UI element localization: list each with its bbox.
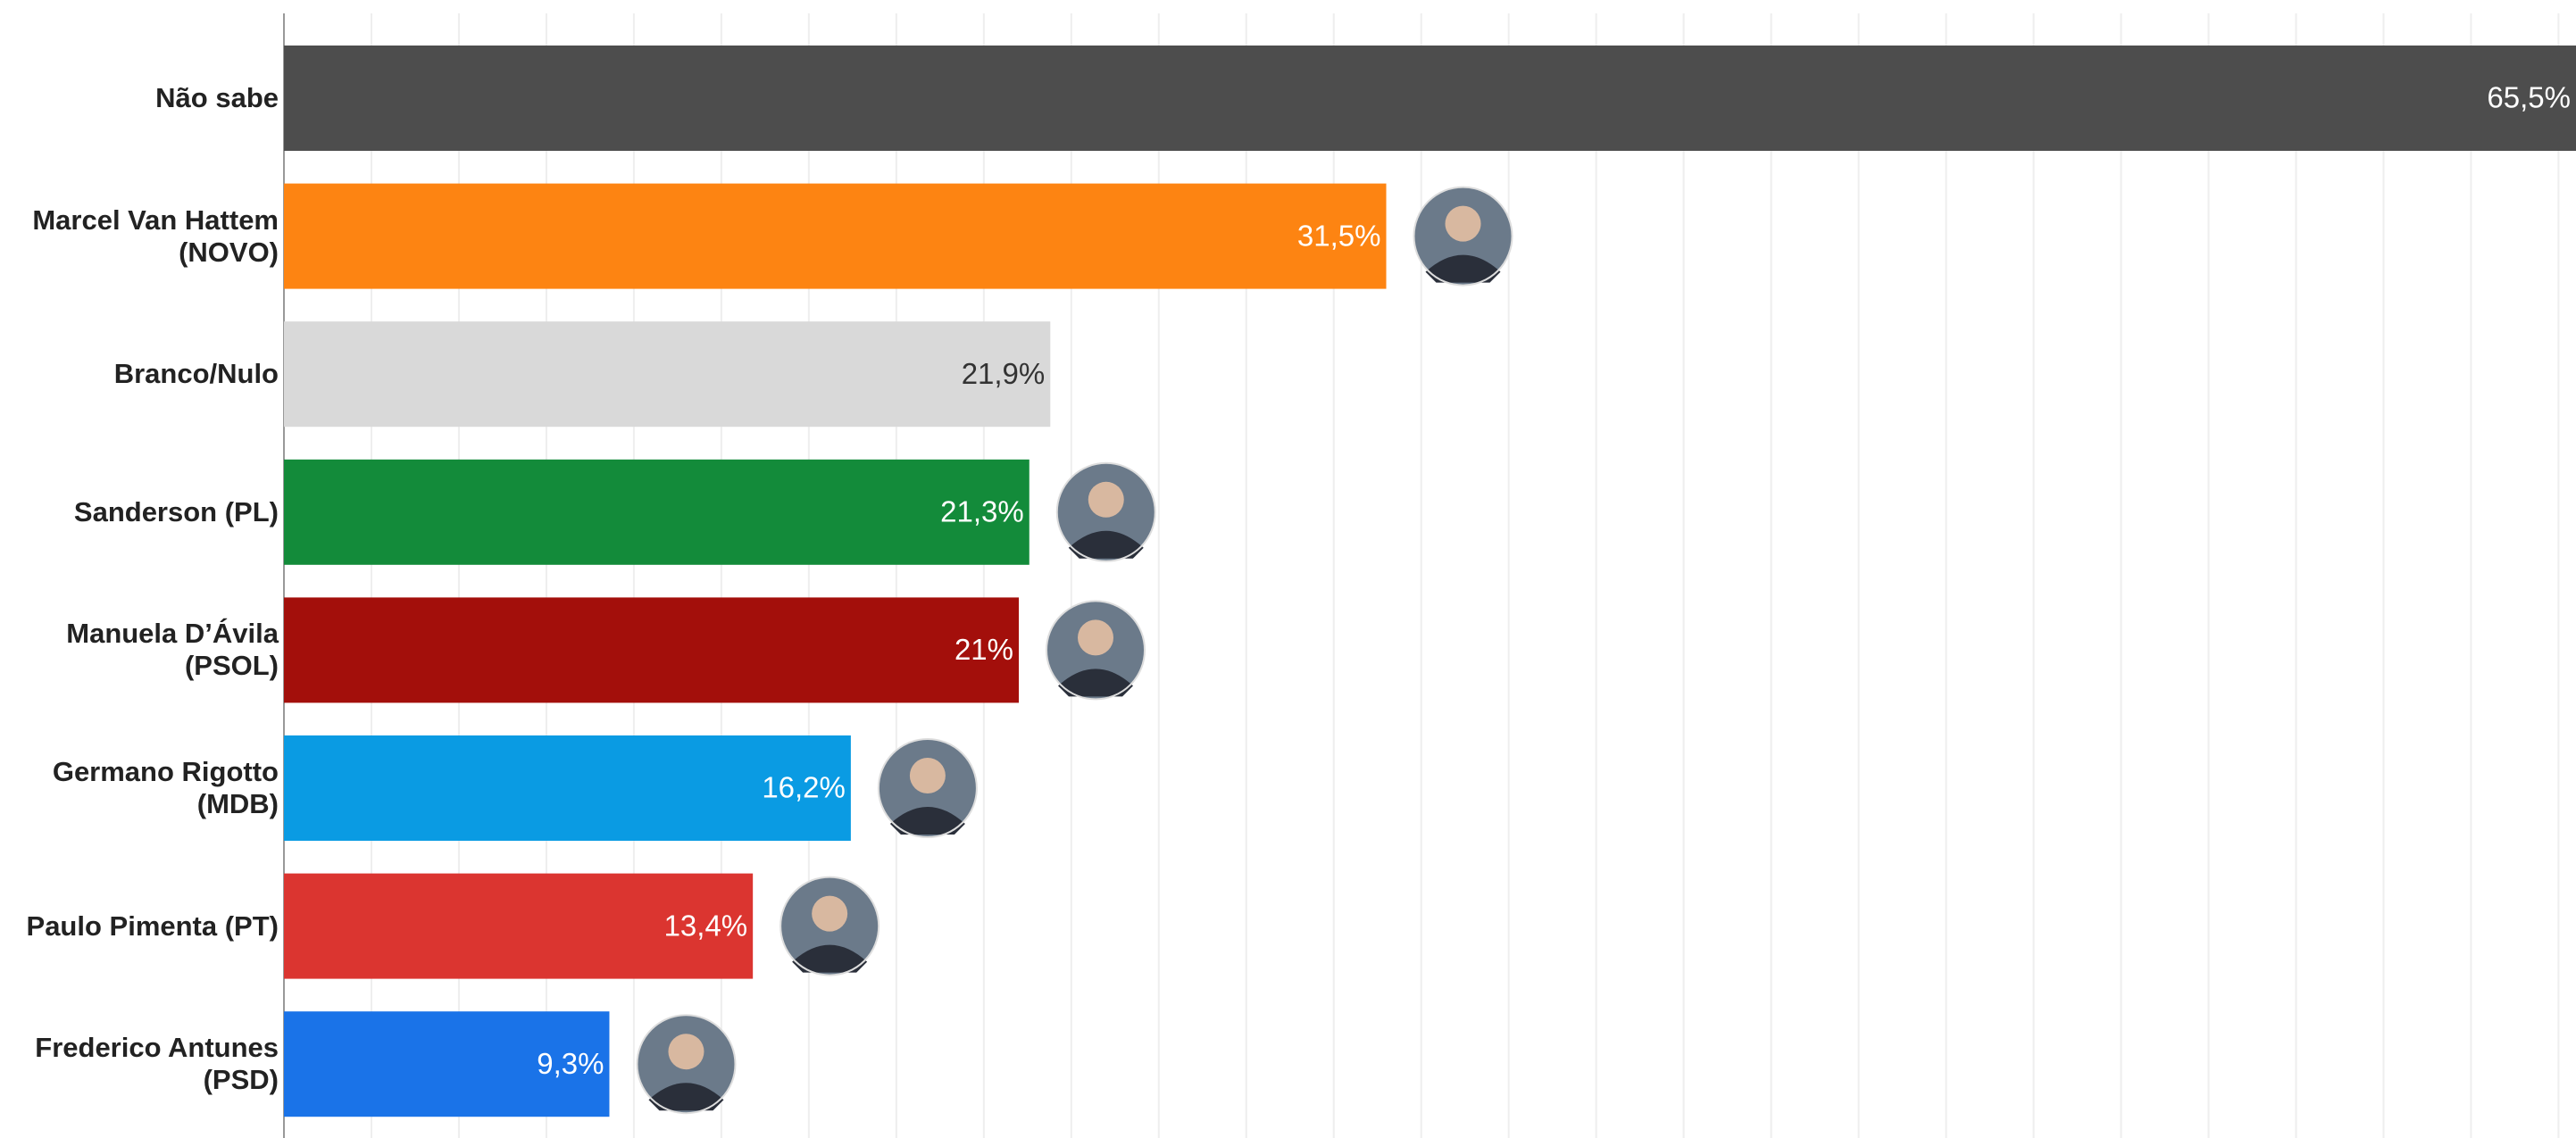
photo-head bbox=[1088, 481, 1124, 518]
photo-head bbox=[1078, 619, 1114, 656]
bar bbox=[284, 46, 2576, 151]
bar bbox=[284, 459, 1030, 565]
photo-border bbox=[1046, 600, 1146, 701]
candidate-photo bbox=[779, 876, 880, 976]
bar bbox=[284, 1011, 610, 1117]
category-label: Sanderson (PL) bbox=[73, 495, 279, 527]
photo-border bbox=[1055, 461, 1156, 562]
category-label: Manuela D’Ávila (PSOL) bbox=[66, 618, 279, 682]
category-label: Não sabe bbox=[155, 82, 279, 113]
photo-head bbox=[909, 758, 946, 793]
photo-body bbox=[792, 944, 868, 973]
bar bbox=[284, 183, 1387, 289]
value-label: 65,5% bbox=[2487, 81, 2571, 114]
value-label: 21% bbox=[955, 633, 1013, 666]
value-label: 21,3% bbox=[940, 495, 1024, 528]
photo-border bbox=[1413, 186, 1513, 287]
candidate-photo bbox=[1046, 600, 1146, 701]
value-label: 9,3% bbox=[537, 1047, 604, 1080]
bar bbox=[284, 735, 851, 841]
photo-head bbox=[1445, 205, 1481, 242]
category-label: Branco/Nulo bbox=[113, 358, 279, 390]
photo-body bbox=[648, 1083, 724, 1111]
bar bbox=[284, 873, 754, 979]
value-label: 13,4% bbox=[664, 909, 748, 942]
candidate-photo bbox=[1055, 461, 1156, 562]
category-label: Germano Rigotto (MDB) bbox=[52, 756, 279, 819]
category-label: Frederico Antunes (PSD) bbox=[35, 1032, 279, 1096]
candidate-photo bbox=[877, 738, 978, 838]
value-label: 21,9% bbox=[962, 357, 1046, 390]
photo-border bbox=[636, 1014, 737, 1115]
photo-border bbox=[779, 876, 880, 976]
photo-body bbox=[1068, 530, 1144, 559]
bar bbox=[284, 597, 1020, 703]
photo-border bbox=[877, 738, 978, 838]
category-label: Marcel Van Hattem (NOVO) bbox=[32, 204, 279, 268]
value-label: 16,2% bbox=[762, 771, 846, 804]
photo-body bbox=[1058, 669, 1134, 697]
value-label: 31,5% bbox=[1297, 219, 1381, 252]
bar bbox=[284, 321, 1051, 428]
photo-head bbox=[812, 895, 848, 932]
category-label: Paulo Pimenta (PT) bbox=[26, 910, 279, 942]
photo-head bbox=[668, 1034, 704, 1070]
photo-body bbox=[889, 807, 965, 835]
candidate-photo bbox=[1413, 186, 1513, 287]
candidate-photo bbox=[636, 1014, 737, 1115]
photo-body bbox=[1425, 254, 1501, 283]
